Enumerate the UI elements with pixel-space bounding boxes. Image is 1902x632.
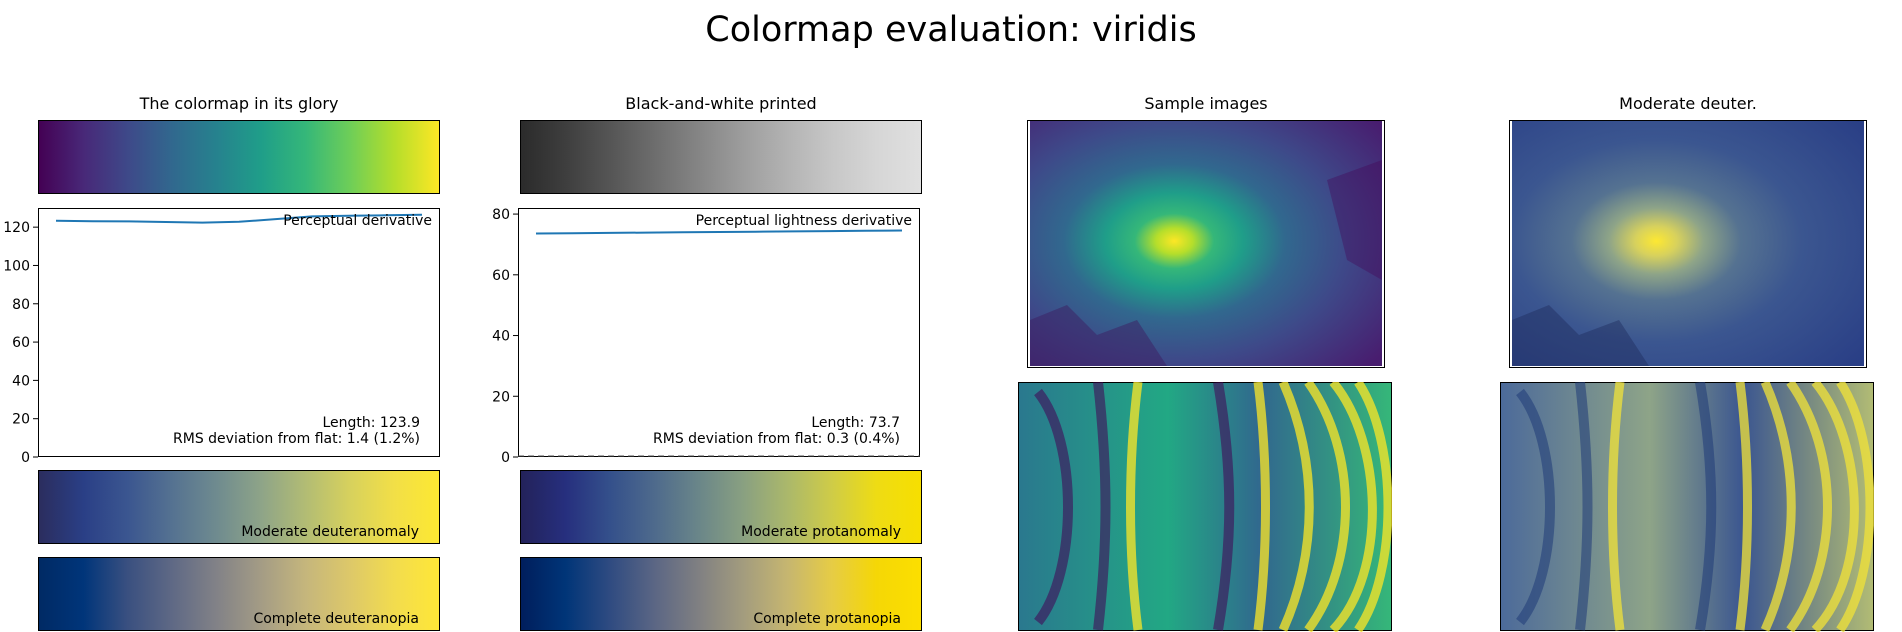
y-tick-label: 120 [3,220,30,236]
plot-annotation-title: Perceptual lightness derivative [696,213,912,229]
col1-title: The colormap in its glory [139,94,339,113]
plot-annotation-title: Perceptual derivative [283,213,432,229]
col2-title: Black-and-white printed [625,94,817,113]
y-tick-label: 0 [21,450,30,465]
y-tick-label: 80 [12,297,30,313]
grayscale-colorbar [520,120,922,194]
length-annotation: Length: 73.7 [811,415,900,431]
sample-image-mountain [1027,120,1385,368]
y-tick-label: 80 [492,207,510,223]
complete-protanopia-colorbar: Complete protanopia [520,557,922,631]
y-tick-label: 60 [12,335,30,351]
sample-image-waves-deuter [1500,382,1874,632]
y-tick-label: 20 [492,389,510,405]
y-tick-label: 40 [492,329,510,345]
moderate-deuteranomaly-colorbar: Moderate deuteranomaly [38,470,440,544]
y-tick-label: 20 [12,412,30,428]
viridis-colorbar [38,120,440,194]
sample-image-mountain-deuter [1509,120,1867,368]
rms-annotation: RMS deviation from flat: 0.3 (0.4%) [653,431,900,447]
y-tick-label: 100 [3,258,30,274]
y-tick-label: 40 [12,373,30,389]
col4-title: Moderate deuter. [1619,94,1757,113]
plot-frame [38,208,440,457]
derivative-line [55,213,423,224]
plot-frame [518,208,920,457]
y-tick-label: 0 [501,450,510,465]
rms-annotation: RMS deviation from flat: 1.4 (1.2%) [173,431,420,447]
perceptual-derivative-plot: 0 20 40 60 80 100 120 Perceptual derivative Leng… [3,208,440,465]
perceptual-lightness-derivative-plot: 0 20 40 60 80 Perceptual lightness derivative… [492,207,920,465]
derivative-line [535,229,903,235]
length-annotation: Length: 123.9 [322,415,420,431]
moderate-deuteranomaly-label: Moderate deuteranomaly [241,524,419,540]
y-tick-label: 60 [492,268,510,284]
figure-title: Colormap evaluation: viridis [705,10,1197,50]
moderate-protanomaly-label: Moderate protanomaly [741,524,901,540]
sample-image-waves [1018,382,1392,632]
complete-protanopia-label: Complete protanopia [753,611,901,627]
complete-deuteranopia-colorbar: Complete deuteranopia [38,557,440,631]
complete-deuteranopia-label: Complete deuteranopia [253,611,419,627]
moderate-protanomaly-colorbar: Moderate protanomaly [520,470,922,544]
col3-title: Sample images [1144,94,1268,113]
